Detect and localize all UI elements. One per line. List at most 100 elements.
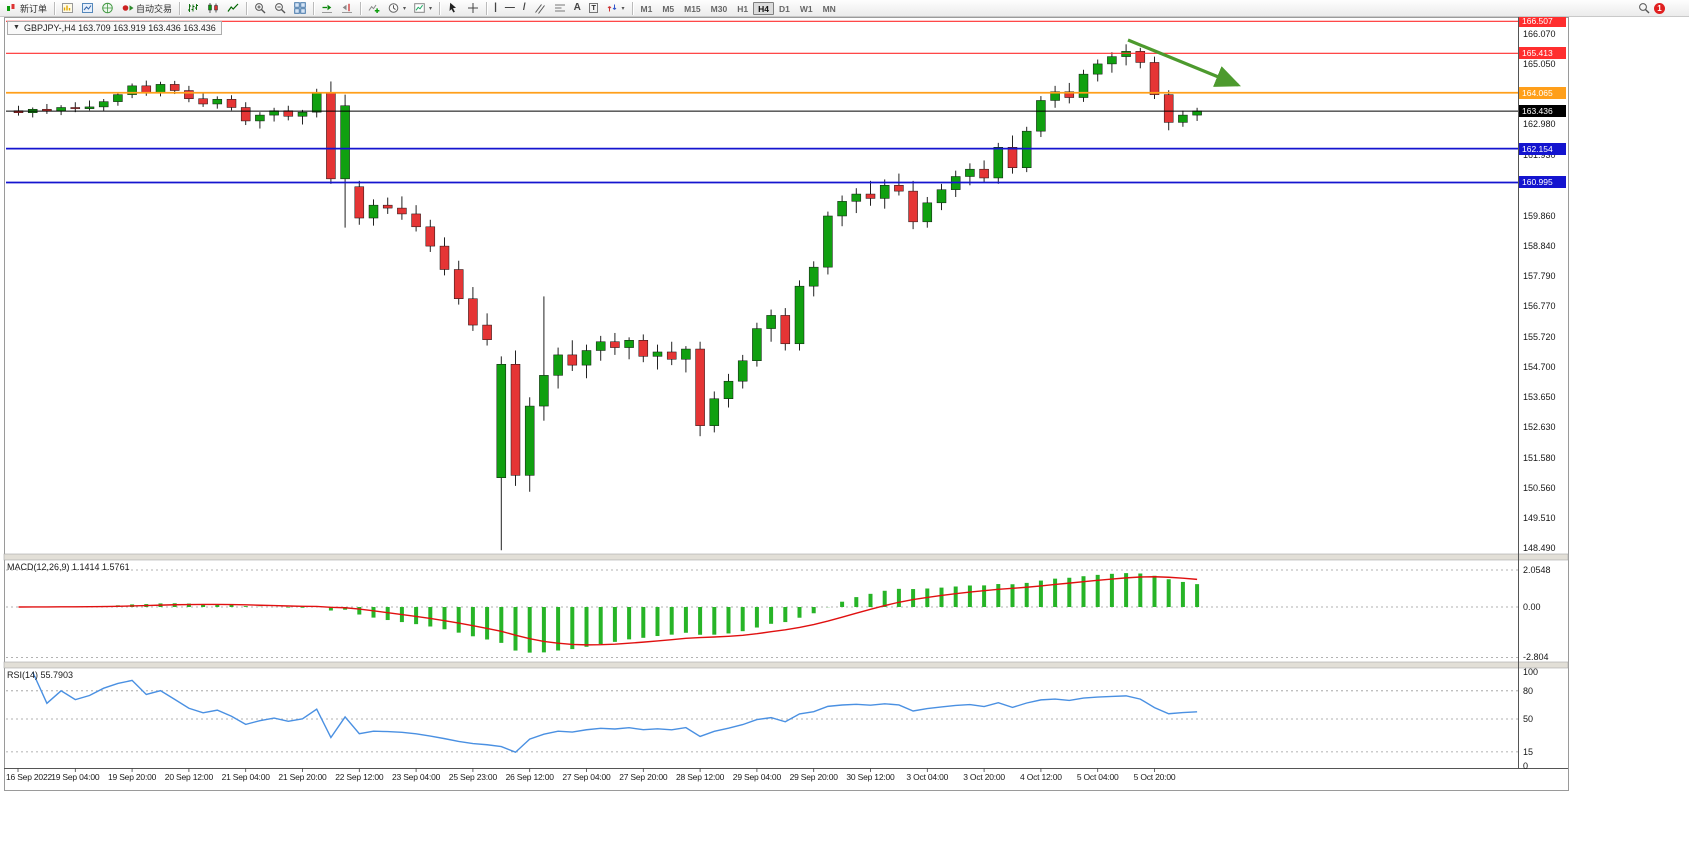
price-axis-label: 157.790 — [1523, 271, 1556, 282]
crosshair-button[interactable] — [464, 2, 482, 15]
cursor-button[interactable] — [444, 2, 462, 15]
market-watch-button[interactable] — [79, 2, 97, 15]
text-button[interactable]: A — [571, 2, 584, 15]
chevron-down-icon: ▾ — [403, 5, 407, 12]
navigator-button[interactable] — [99, 2, 117, 15]
rsi-axis-label: 15 — [1523, 746, 1534, 757]
label-button[interactable]: T — [586, 2, 602, 15]
toolbar-separator — [439, 1, 441, 15]
date-axis-label: 3 Oct 20:00 — [963, 772, 1005, 782]
autotrading-button[interactable]: 自动交易 — [119, 2, 175, 15]
price-axis-label: 156.770 — [1523, 301, 1556, 312]
price-axis-label: 166.070 — [1523, 29, 1556, 40]
date-axis-label: 19 Sep 20:00 — [108, 772, 157, 782]
date-axis-label: 30 Sep 12:00 — [846, 772, 895, 782]
toolbar-right-group: 1 — [1638, 2, 1665, 14]
toolbar-separator — [54, 1, 56, 15]
new-order-icon — [6, 2, 18, 14]
toolbar-separator — [631, 1, 633, 15]
line-chart-button[interactable] — [224, 2, 242, 15]
price-axis-label: 159.860 — [1523, 210, 1556, 221]
timeframe-toolbar: M1 M5 M15 M30 H1 H4 D1 W1 MN — [636, 1, 841, 15]
rsi-title: RSI(14) 55.7903 — [7, 670, 74, 680]
symbol-ohlc-label: GBPJPY-,H4 163.709 163.919 163.436 163.4… — [23, 23, 216, 33]
macd-title: MACD(12,26,9) 1.1414 1.5761 — [7, 562, 130, 572]
cursor-icon — [447, 2, 459, 14]
auto-scroll-icon — [321, 2, 333, 14]
market-watch-icon — [82, 2, 94, 14]
chart-shift-button[interactable] — [338, 2, 356, 15]
horizontal-line-icon: — — [504, 2, 515, 13]
bar-chart-icon — [187, 2, 199, 14]
arrows-button[interactable]: ▾ — [603, 2, 627, 15]
horizontal-line-button[interactable]: — — [502, 2, 518, 15]
line-chart-icon — [227, 2, 239, 14]
indicators-button[interactable] — [365, 2, 383, 15]
new-chart-button[interactable] — [59, 2, 77, 15]
timeframe-button-m30[interactable]: M30 — [710, 3, 728, 14]
toolbar-separator — [360, 1, 362, 15]
vertical-line-icon: | — [494, 2, 497, 13]
symbol-header[interactable]: ▼ GBPJPY-,H4 163.709 163.919 163.436 163… — [7, 21, 222, 35]
date-axis-label: 3 Oct 04:00 — [906, 772, 949, 782]
periods-button[interactable]: ▾ — [385, 2, 409, 15]
price-axis-label: 162.980 — [1523, 119, 1556, 130]
zoom-out-icon — [274, 2, 286, 14]
date-axis-label: 23 Sep 04:00 — [392, 772, 441, 782]
bar-chart-button[interactable] — [184, 2, 202, 15]
indicators-icon — [368, 2, 380, 14]
vertical-line-button[interactable]: | — [491, 2, 500, 15]
channel-icon — [534, 2, 546, 14]
fibonacci-button[interactable] — [551, 2, 569, 15]
timeframe-button-m15[interactable]: M15 — [684, 3, 701, 14]
timeframe-button-m1[interactable]: M1 — [640, 3, 653, 14]
zoom-out-button[interactable] — [271, 2, 289, 15]
date-axis-label: 21 Sep 04:00 — [221, 772, 270, 782]
auto-scroll-button[interactable] — [318, 2, 336, 15]
timeframe-button-m5[interactable]: M5 — [662, 3, 675, 14]
price-axis-label: 148.490 — [1523, 543, 1556, 554]
new-chart-icon — [62, 2, 74, 14]
timeframe-button-h1[interactable]: H1 — [737, 3, 749, 14]
timeframe-button-d1[interactable]: D1 — [778, 3, 790, 14]
candlestick-icon — [207, 2, 219, 14]
channel-button[interactable] — [531, 2, 549, 15]
candlestick-button[interactable] — [204, 2, 222, 15]
collapse-icon[interactable]: ▼ — [13, 24, 20, 31]
chevron-down-icon: ▾ — [429, 5, 433, 12]
notification-badge[interactable]: 1 — [1654, 2, 1665, 14]
date-axis-label: 29 Sep 20:00 — [789, 772, 838, 782]
date-axis-label: 26 Sep 12:00 — [505, 772, 554, 782]
date-axis-label: 27 Sep 20:00 — [619, 772, 668, 782]
timeframe-button-mn[interactable]: MN — [822, 3, 836, 14]
timeframe-button-h4[interactable]: H4 — [753, 1, 774, 15]
price-tag: 160.995 — [1519, 176, 1566, 189]
timeframe-button-w1[interactable]: W1 — [799, 3, 813, 14]
date-axis-label: 29 Sep 04:00 — [732, 772, 781, 782]
rsi-axis-label: 50 — [1523, 714, 1534, 724]
toolbar: 新订单 自动交易 ▾ ▾ | — / A T ▾ M1 M5 M15 M30 H1 H4 D1 W1 MN 1 — [0, 0, 1689, 17]
tile-windows-button[interactable] — [291, 2, 309, 15]
search-icon[interactable] — [1638, 2, 1650, 14]
macd-axis-label: -2.804 — [1523, 652, 1549, 663]
price-tag: 164.065 — [1519, 86, 1566, 99]
arrows-icon — [606, 2, 618, 14]
text-label-icon: T — [588, 2, 599, 14]
price-axis-label: 153.650 — [1523, 392, 1556, 403]
toolbar-separator — [486, 1, 488, 15]
fibonacci-icon — [554, 2, 566, 14]
new-order-button[interactable]: 新订单 — [3, 2, 50, 15]
trendline-button[interactable]: / — [520, 2, 529, 15]
price-axis-label: 154.700 — [1523, 361, 1556, 372]
templates-button[interactable]: ▾ — [411, 2, 435, 15]
date-axis-label: 19 Sep 04:00 — [51, 772, 100, 782]
text-icon: A — [573, 2, 581, 13]
date-axis-label: 16 Sep 2022 — [6, 772, 53, 782]
rsi-axis-label: 100 — [1523, 667, 1539, 677]
date-axis-label: 21 Sep 20:00 — [278, 772, 327, 782]
zoom-in-button[interactable] — [251, 2, 269, 15]
toolbar-separator — [313, 1, 315, 15]
templates-icon — [414, 2, 426, 14]
